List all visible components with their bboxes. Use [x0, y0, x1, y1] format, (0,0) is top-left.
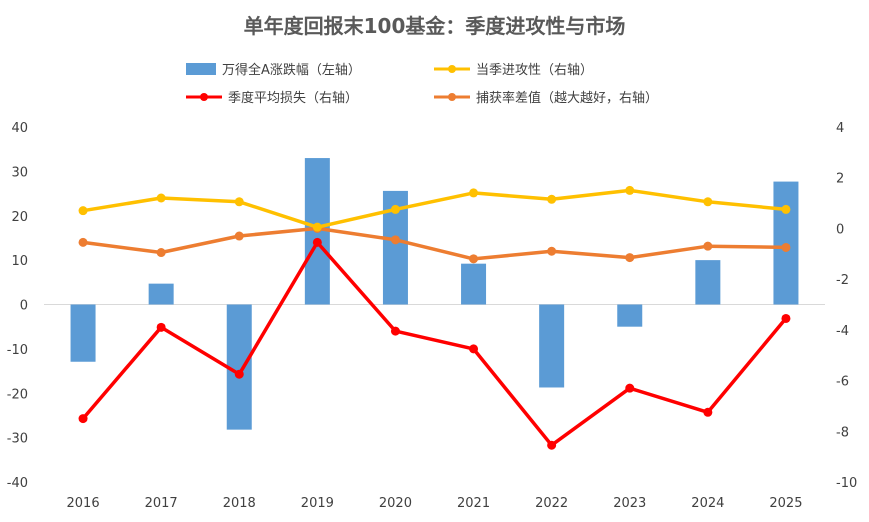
left-axis-tick-label: 0: [20, 299, 28, 314]
right-axis-tick-label: -4: [836, 324, 849, 339]
legend-marker-capture: [448, 93, 456, 101]
point-loss-2024: [703, 407, 713, 417]
point-capture-2024: [703, 241, 713, 251]
point-loss-2020: [390, 326, 400, 336]
point-attack-2023: [625, 185, 635, 195]
point-loss-2017: [156, 322, 166, 332]
right-axis-tick-label: -2: [836, 273, 849, 288]
left-axis-tick-label: -20: [7, 387, 28, 402]
right-axis-tick-label: 4: [836, 121, 844, 136]
chart-title: 单年度回报末100基金：季度进攻性与市场: [244, 14, 626, 38]
left-axis-tick-label: 20: [11, 210, 28, 225]
bar-2016: [70, 304, 96, 362]
point-capture-2020: [390, 235, 400, 245]
left-axis-tick-label: -40: [7, 476, 28, 491]
bar-2022: [539, 304, 565, 388]
right-axis-tick-label: 2: [836, 172, 844, 187]
point-attack-2019: [312, 222, 322, 232]
left-axis-tick-label: 30: [11, 165, 28, 180]
point-attack-2016: [78, 206, 88, 216]
point-attack-2018: [234, 197, 244, 207]
x-axis-tick-label: 2019: [301, 496, 334, 511]
point-loss-2018: [234, 369, 244, 379]
point-attack-2024: [703, 197, 713, 207]
bar-2017: [148, 283, 174, 305]
x-axis-tick-label: 2020: [379, 496, 412, 511]
x-axis-tick-label: 2018: [223, 496, 256, 511]
point-capture-2022: [547, 246, 557, 256]
left-axis-tick-label: 40: [11, 121, 28, 136]
x-axis-tick-label: 2021: [457, 496, 490, 511]
point-loss-2021: [469, 344, 479, 354]
legend-label-attack: 当季进攻性（右轴）: [476, 63, 593, 78]
legend-label-bar: 万得全A涨跌幅（左轴）: [222, 62, 361, 78]
legend-swatch-bar: [186, 63, 216, 75]
x-axis-tick-label: 2017: [145, 496, 178, 511]
left-axis-tick-label: -10: [7, 343, 28, 358]
point-loss-2016: [78, 414, 88, 424]
point-capture-2018: [234, 231, 244, 241]
bar-2024: [695, 260, 721, 305]
left-axis-tick-label: -30: [7, 432, 28, 447]
legend-label-loss: 季度平均损失（右轴）: [228, 90, 358, 106]
bar-2023: [617, 304, 643, 327]
series-line-attack: [81, 188, 788, 229]
x-axis-tick-label: 2024: [691, 496, 724, 511]
point-capture-2017: [156, 248, 166, 258]
point-attack-2017: [156, 193, 166, 203]
point-loss-2019: [312, 237, 322, 247]
left-axis-tick-label: 10: [11, 254, 28, 269]
legend-label-capture: 捕获率差值（越大越好，右轴）: [476, 90, 658, 106]
series-line-loss: [81, 240, 788, 447]
x-axis-tick-label: 2016: [67, 496, 100, 511]
point-loss-2022: [547, 440, 557, 450]
point-capture-2023: [625, 253, 635, 263]
point-capture-2021: [469, 254, 479, 264]
point-attack-2021: [469, 188, 479, 198]
right-axis-tick-label: -6: [836, 375, 849, 390]
right-axis-tick-label: 0: [836, 222, 844, 237]
point-capture-2025: [781, 242, 791, 252]
x-axis-tick-label: 2023: [613, 496, 646, 511]
point-attack-2025: [781, 204, 791, 214]
bar-2021: [461, 263, 487, 305]
point-loss-2023: [625, 383, 635, 393]
legend-marker-loss: [200, 93, 208, 101]
point-attack-2020: [390, 204, 400, 214]
right-axis-tick-label: -10: [836, 476, 857, 491]
point-capture-2016: [78, 237, 88, 247]
series-line-capture: [81, 226, 788, 261]
right-axis-tick-label: -8: [836, 425, 849, 440]
x-axis-tick-label: 2022: [535, 496, 568, 511]
x-axis-tick-label: 2025: [769, 496, 802, 511]
point-attack-2022: [547, 194, 557, 204]
legend-marker-attack: [448, 65, 456, 73]
point-loss-2025: [781, 313, 791, 323]
bar-2018: [226, 304, 252, 430]
